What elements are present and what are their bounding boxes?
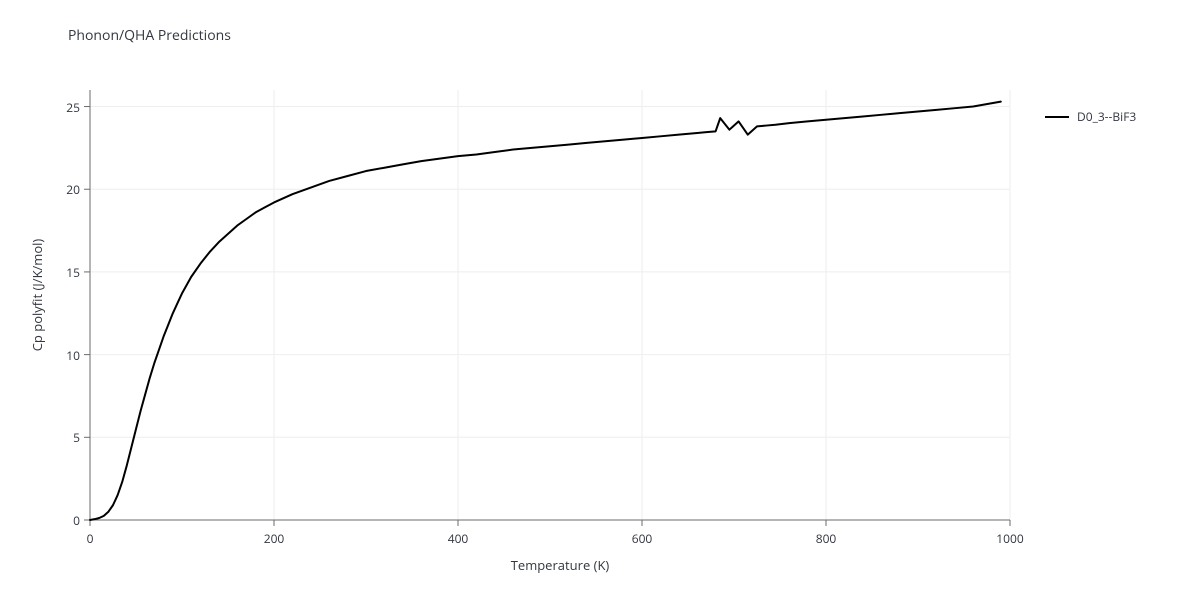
legend-line-icon bbox=[1045, 116, 1069, 118]
chart-title: Phonon/QHA Predictions bbox=[68, 26, 231, 45]
y-tick-label: 10 bbox=[50, 347, 80, 364]
chart-plot-area bbox=[0, 0, 1200, 600]
legend: D0_3--BiF3 bbox=[1045, 108, 1136, 125]
y-tick-label: 15 bbox=[50, 264, 80, 281]
y-tick-label: 0 bbox=[50, 512, 80, 529]
y-tick-label: 5 bbox=[50, 429, 80, 446]
y-tick-label: 20 bbox=[50, 181, 80, 198]
x-tick-label: 0 bbox=[75, 530, 105, 547]
x-axis-label: Temperature (K) bbox=[490, 556, 630, 574]
x-tick-label: 200 bbox=[259, 530, 289, 547]
x-tick-label: 400 bbox=[443, 530, 473, 547]
y-axis-label: Cp polyfit (J/K/mol) bbox=[28, 215, 46, 375]
y-tick-label: 25 bbox=[50, 99, 80, 116]
x-tick-label: 1000 bbox=[995, 530, 1025, 547]
x-tick-label: 800 bbox=[811, 530, 841, 547]
chart-container: Phonon/QHA Predictions Temperature (K) C… bbox=[0, 0, 1200, 600]
x-tick-label: 600 bbox=[627, 530, 657, 547]
legend-series-label: D0_3--BiF3 bbox=[1077, 108, 1136, 125]
